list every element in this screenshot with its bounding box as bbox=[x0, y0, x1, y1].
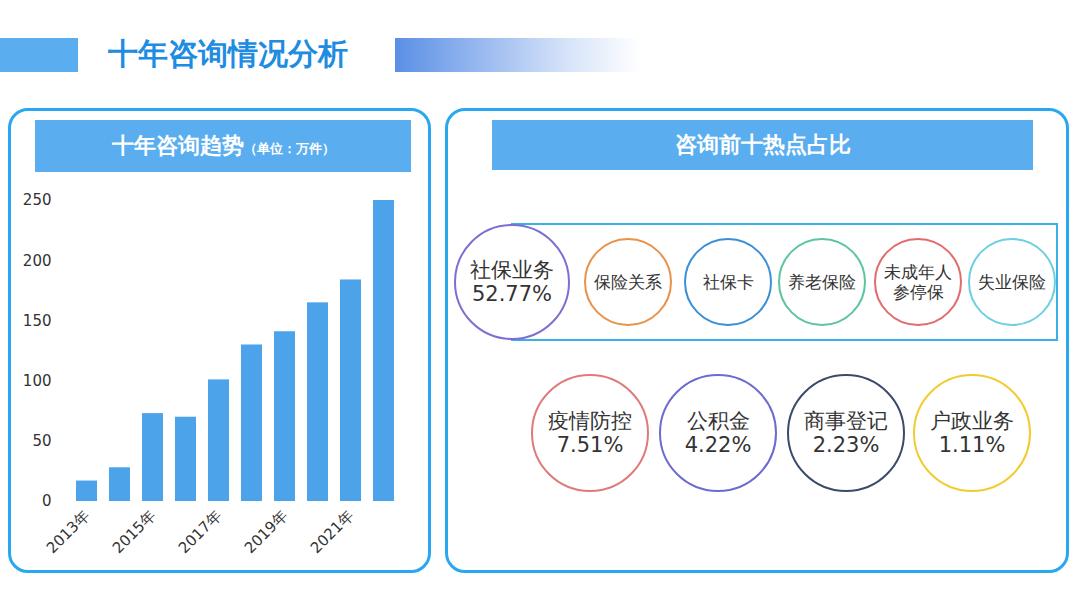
svg-text:250: 250 bbox=[23, 191, 52, 209]
svg-text:社保业务: 社保业务 bbox=[470, 258, 554, 282]
svg-text:失业保险: 失业保险 bbox=[978, 272, 1046, 292]
svg-text:参停保: 参停保 bbox=[893, 282, 944, 302]
svg-text:养老保险: 养老保险 bbox=[788, 272, 856, 292]
svg-text:100: 100 bbox=[23, 372, 52, 390]
svg-text:户政业务: 户政业务 bbox=[930, 409, 1014, 433]
svg-text:2019年: 2019年 bbox=[241, 507, 291, 557]
svg-text:2015年: 2015年 bbox=[109, 507, 159, 557]
svg-text:52.77%: 52.77% bbox=[472, 282, 552, 306]
svg-text:2013年: 2013年 bbox=[43, 507, 93, 557]
svg-text:4.22%: 4.22% bbox=[685, 433, 752, 457]
svg-text:7.51%: 7.51% bbox=[557, 433, 624, 457]
svg-text:50: 50 bbox=[32, 432, 51, 450]
svg-text:公积金: 公积金 bbox=[687, 409, 750, 433]
html-text:十年咨询情况分析: 十年咨询情况分析 bbox=[108, 36, 348, 71]
svg-text:0: 0 bbox=[42, 492, 52, 510]
html-text:咨询前十热点占比: 咨询前十热点占比 bbox=[674, 132, 851, 157]
svg-text:未成年人: 未成年人 bbox=[884, 262, 952, 282]
svg-text:商事登记: 商事登记 bbox=[804, 409, 888, 433]
svg-text:1.11%: 1.11% bbox=[939, 433, 1006, 457]
svg-text:2.23%: 2.23% bbox=[813, 433, 880, 457]
svg-text:200: 200 bbox=[23, 252, 52, 270]
svg-text:2017年: 2017年 bbox=[175, 507, 225, 557]
svg-text:150: 150 bbox=[23, 312, 52, 330]
html-text:十年咨询趋势（单位：万件）: 十年咨询趋势（单位：万件） bbox=[111, 133, 335, 158]
svg-text:保险关系: 保险关系 bbox=[594, 272, 662, 292]
svg-text:社保卡: 社保卡 bbox=[703, 272, 754, 292]
svg-text:2021年: 2021年 bbox=[307, 507, 357, 557]
svg-text:疫情防控: 疫情防控 bbox=[548, 409, 632, 433]
